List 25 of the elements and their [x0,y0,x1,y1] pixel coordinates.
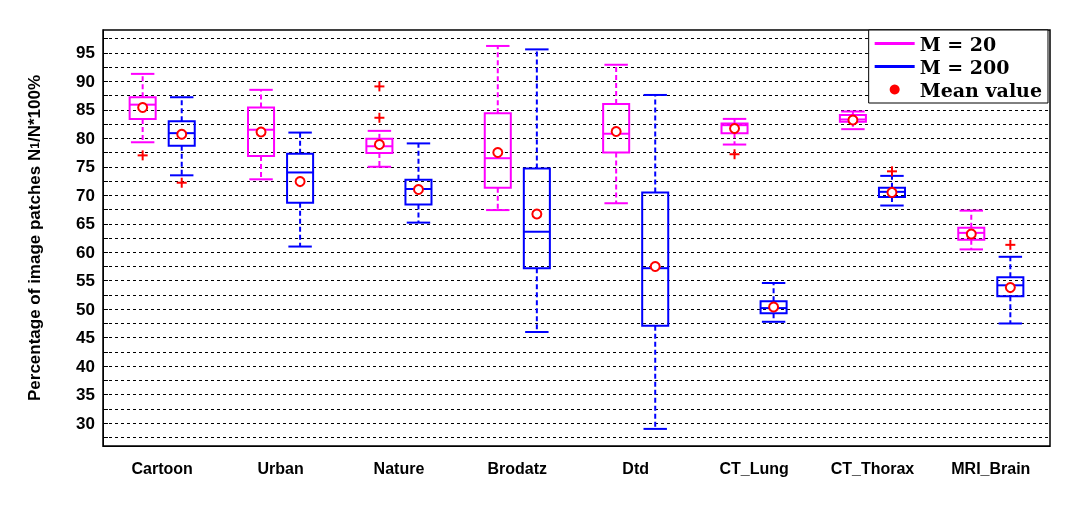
y-tick-label: 45 [76,328,95,348]
y-tick-label: 85 [76,100,95,120]
legend-label: Mean value [919,78,1043,101]
x-tick-label: MRI_Brain [951,459,1031,477]
x-tick-label: Dtd [622,459,650,477]
y-tick-label: 65 [76,214,95,234]
x-tick-label: Nature [373,459,425,477]
legend-label: M = 200 [919,55,1010,78]
y-tick-label: 95 [76,43,95,63]
x-tick-label: CT_Lung [719,459,789,477]
y-tick-label: 40 [76,356,95,376]
y-tick-label: 80 [76,128,95,148]
x-tick-label: Brodatz [487,459,548,477]
y-tick-label: 90 [76,71,95,91]
y-tick-label: 55 [76,271,95,291]
legend-label: M = 20 [919,32,997,55]
y-tick-label: 35 [76,385,95,405]
y-tick-label: 50 [76,299,95,319]
y-tick-label: 30 [76,413,95,433]
y-tick-label: 75 [76,157,95,177]
y-tick-label: 60 [76,242,95,262]
x-tick-label: CT_Thorax [830,459,915,477]
x-tick-label: Cartoon [131,459,193,477]
x-tick-label: Urban [257,459,304,477]
y-tick-label: 70 [76,185,95,205]
